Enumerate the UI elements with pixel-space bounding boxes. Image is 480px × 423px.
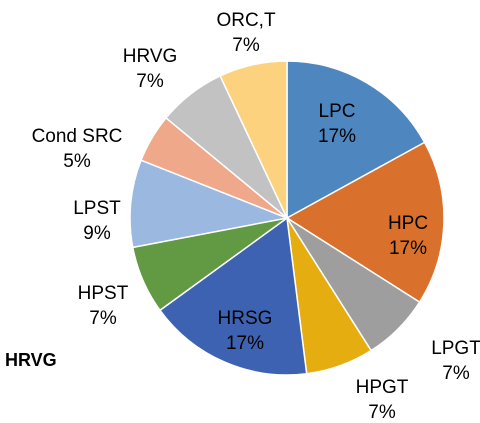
slice-lpst — [129, 159, 290, 249]
slice-percent: 7% — [136, 71, 164, 92]
slice-hrsg — [158, 216, 308, 376]
slice-hpc — [285, 141, 445, 304]
slice-category: LPST — [73, 198, 121, 219]
slice-orc-t — [219, 60, 288, 219]
slice-percent: 5% — [63, 151, 91, 172]
slice-category: HRSG — [218, 308, 273, 329]
slice-percent: 17% — [318, 126, 356, 147]
slice-percent: 7% — [442, 363, 470, 384]
slice-category: HRVG — [123, 46, 178, 67]
slice-percent: 17% — [226, 333, 264, 354]
slice-percent: 7% — [89, 308, 117, 329]
slice-labels: LPC 17% HPC 17% LPGT 7% HPGT 7% HRSG 17% HPST 7% LPS… — [32, 10, 480, 423]
slice-category: Cond SRC — [32, 126, 123, 147]
slice-category: LPGT — [431, 338, 480, 359]
slice-category: HPC — [388, 213, 428, 234]
slice-label-lpc: LPC 17% — [318, 101, 356, 147]
slice-label-lpst: LPST 9% — [73, 198, 121, 244]
pie-slices — [129, 60, 445, 376]
slice-percent: 9% — [83, 223, 111, 244]
slice-category: LPC — [319, 101, 356, 122]
slice-percent: 7% — [232, 35, 260, 56]
caption-label: HRVG — [5, 350, 57, 370]
slice-label-hrsg: HRSG 17% — [218, 308, 273, 354]
slice-category: HPST — [78, 283, 129, 304]
slice-label-hpst: HPST 7% — [78, 283, 129, 329]
slice-label-hrvg: HRVG 7% — [123, 46, 178, 92]
slice-label-hpc: HPC 17% — [388, 213, 428, 259]
slice-label-lpgt: LPGT 7% — [431, 338, 480, 384]
slice-lpc — [286, 60, 426, 220]
slice-category: HPGT — [356, 377, 409, 398]
slice-percent: 7% — [368, 402, 396, 423]
slice-label-orc-t: ORC,T 7% — [216, 10, 276, 56]
slice-percent: 17% — [389, 238, 427, 259]
slice-category: ORC,T — [216, 10, 276, 31]
slice-label-cond-src: Cond SRC 5% — [32, 126, 123, 172]
slice-label-hpgt: HPGT 7% — [356, 377, 409, 423]
